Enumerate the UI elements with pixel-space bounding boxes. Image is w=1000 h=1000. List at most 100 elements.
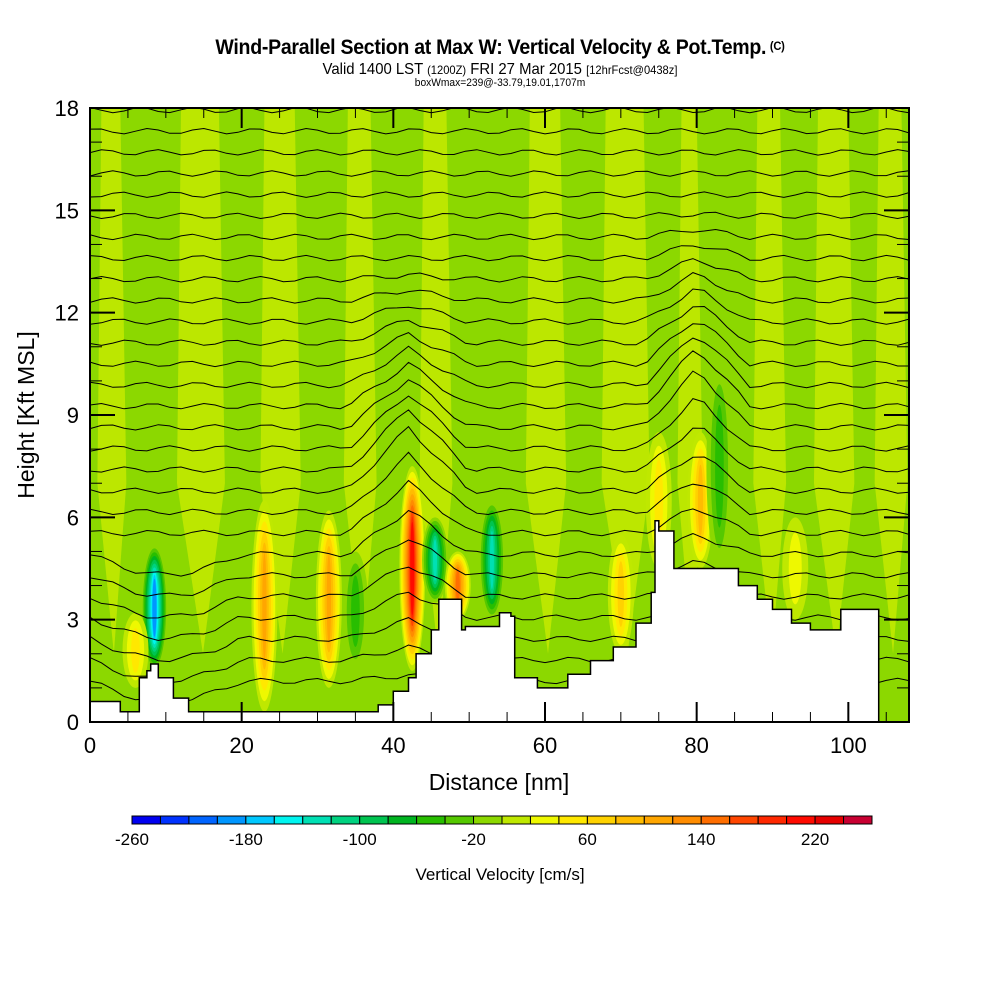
isentrope-line (90, 566, 909, 619)
colorbar-title: Vertical Velocity [cm/s] (415, 865, 584, 884)
velocity-core (697, 464, 704, 536)
y-axis-title: Height [Kft MSL] (13, 331, 39, 498)
colorbar-swatch (188, 815, 218, 825)
isentrope-line (90, 149, 909, 156)
field-band (753, 108, 787, 654)
box-info: boxWmax=239@-33.79,19.01,1707m (414, 77, 586, 89)
title-text: Wind-Parallel Section at Max W: Vertical… (215, 36, 767, 59)
isentrope-line (90, 337, 909, 389)
field-band (814, 108, 855, 654)
isentrope-line (90, 127, 909, 135)
colorbar-swatch (131, 815, 161, 825)
copyright-mark: (C) (769, 39, 785, 53)
valid-date: FRI 27 Mar 2015 (470, 61, 582, 78)
colorbar-swatch (643, 815, 674, 825)
y-tick-labels: 0 3 6 9 12 15 18 (55, 96, 79, 735)
y-tick-label: 18 (55, 96, 79, 121)
chart-title: Wind-Parallel Section at Max W: Vertical… (35, 36, 965, 60)
colorbar-swatch (786, 815, 816, 825)
colorbar-tick-label: -100 (343, 830, 377, 849)
isentrope-line (90, 305, 909, 346)
isentrope-line (90, 170, 909, 177)
colorbar-swatch (444, 815, 475, 825)
colorbar-swatch (387, 815, 418, 825)
isentrope-line (90, 108, 909, 114)
velocity-core (326, 554, 332, 644)
colorbar-swatch (729, 815, 759, 825)
field-band (419, 108, 453, 654)
isentrope-line (90, 288, 909, 325)
isentrope-line (90, 272, 909, 304)
velocity-core (788, 532, 802, 605)
colorbar-swatch (245, 815, 275, 825)
isentrope-line (90, 479, 909, 537)
colorbar-tick-label: -20 (461, 830, 486, 849)
velocity-core (351, 575, 360, 647)
colorbar-labels: -260 -180 -100 -20 60 140 220 (115, 830, 829, 849)
colorbar-swatch (501, 815, 531, 825)
colorbar (131, 815, 873, 825)
colorbar-swatch (159, 815, 190, 825)
colorbar-swatch (558, 815, 588, 825)
isentrope-line (90, 191, 909, 198)
velocity-core (489, 530, 494, 589)
x-axis-title: Distance [nm] (429, 769, 570, 795)
velocity-core (131, 627, 140, 673)
velocity-core (152, 578, 157, 637)
x-tick-label: 80 (684, 733, 708, 758)
colorbar-tick-label: 220 (801, 830, 829, 849)
isentrope-line (90, 509, 909, 577)
colorbar-swatch (672, 815, 702, 825)
colorbar-swatch (814, 815, 845, 825)
forecast-info: [12hrFcst@0438z] (586, 63, 678, 77)
colorbar-swatch (757, 815, 788, 825)
chart-subtitle: Valid 1400 LST (1200Z) FRI 27 Mar 2015 [… (35, 61, 965, 79)
colorbar-swatch (273, 815, 304, 825)
y-tick-label: 9 (67, 403, 79, 428)
isentrope-line (90, 409, 909, 473)
isentrope-contours (90, 108, 909, 704)
colorbar-swatch (700, 815, 731, 825)
isentrope-line (90, 425, 909, 495)
field-band (177, 108, 225, 654)
colorbar-swatch (330, 815, 361, 825)
velocity-core (433, 539, 438, 581)
isentrope-line (90, 258, 909, 283)
terrain-profile (90, 519, 880, 722)
isentrope-line (90, 451, 909, 516)
x-tick-label: 0 (84, 733, 96, 758)
y-tick-label: 3 (67, 608, 79, 633)
colorbar-swatch (359, 815, 389, 825)
colorbar-swatch (216, 815, 247, 825)
colorbar-tick-label: -180 (229, 830, 263, 849)
y-tick-label: 15 (55, 198, 79, 223)
colorbar-swatch (302, 815, 332, 825)
valid-utc: (1200Z) (427, 63, 467, 77)
valid-time: Valid 1400 LST (322, 61, 423, 78)
field-band (601, 108, 650, 654)
velocity-core (262, 553, 267, 659)
field-band (343, 108, 377, 654)
colorbar-tick-label: 60 (578, 830, 597, 849)
colorbar-swatch (416, 815, 446, 825)
y-tick-label: 6 (67, 505, 79, 530)
colorbar-swatch (529, 815, 560, 825)
isentrope-line (90, 323, 909, 368)
axis-ticks (89, 107, 909, 723)
velocity-core (455, 569, 460, 602)
colorbar-swatch (615, 815, 645, 825)
colorbar-tick-label: 140 (687, 830, 715, 849)
x-tick-label: 100 (830, 733, 867, 758)
velocity-core (410, 521, 415, 616)
colorbar-swatch (473, 815, 503, 825)
x-tick-label: 60 (533, 733, 557, 758)
colorbar-tick-label: -260 (115, 830, 149, 849)
colorbar-swatch (586, 815, 617, 825)
isentrope-line (90, 211, 909, 220)
isentrope-line (90, 395, 909, 452)
x-tick-label: 20 (229, 733, 253, 758)
x-tick-labels: 0 20 40 60 80 100 (84, 733, 867, 758)
y-tick-label: 0 (67, 710, 79, 735)
isentrope-line (90, 370, 909, 431)
